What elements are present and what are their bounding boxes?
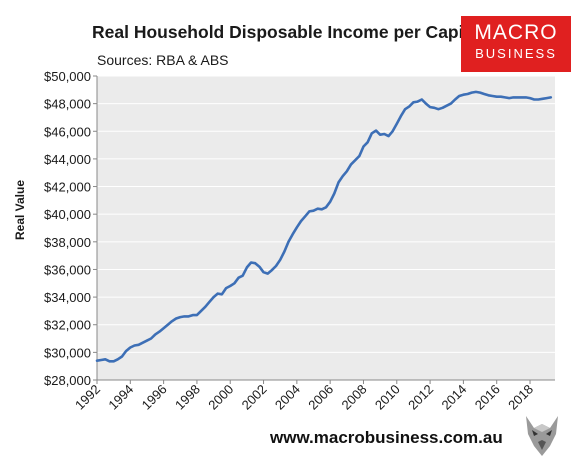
- x-tick-label: 1994: [105, 382, 136, 413]
- x-tick-label: 2018: [505, 382, 536, 413]
- x-tick-label: 1996: [139, 382, 170, 413]
- x-tick-label: 2004: [272, 382, 303, 413]
- axes: [96, 76, 555, 381]
- y-tick-label: $34,000: [44, 290, 91, 305]
- y-axis-label: Real Value: [13, 179, 27, 241]
- y-axis-label-wrap: Real Value: [10, 150, 30, 270]
- x-tick-label: 2016: [472, 382, 503, 413]
- series-line: [95, 90, 553, 363]
- y-tick-label: $48,000: [44, 97, 91, 112]
- x-tick-label: 2006: [305, 382, 336, 413]
- y-tick-label: $50,000: [44, 69, 91, 84]
- y-tick-label: $40,000: [44, 207, 91, 222]
- x-tick-label: 1998: [172, 382, 203, 413]
- y-tick-label: $32,000: [44, 318, 91, 333]
- x-tick-label: 2010: [372, 382, 403, 413]
- x-tick-label: 2000: [205, 382, 236, 413]
- footer-url: www.macrobusiness.com.au: [270, 428, 503, 447]
- gridlines: [97, 75, 555, 353]
- logo-line-1: MACRO: [474, 21, 558, 44]
- y-tick-label: $38,000: [44, 235, 91, 250]
- y-tick-label: $42,000: [44, 180, 91, 195]
- y-tick-label: $36,000: [44, 262, 91, 277]
- y-tick-labels: $28,000 $30,000 $32,000 $34,000 $36,000 $38,0…: [44, 69, 97, 388]
- x-tick-label: 2012: [405, 382, 436, 413]
- plot-area: [97, 76, 555, 380]
- x-tick-label: 2002: [239, 382, 270, 413]
- macrobusiness-logo: MACRO BUSINESS: [461, 16, 571, 72]
- series-group: [95, 90, 553, 363]
- x-tick-label: 2014: [438, 382, 469, 413]
- wolf-icon: [526, 416, 558, 456]
- chart-title: Real Household Disposable Income per Cap…: [92, 22, 480, 42]
- logo-line-2: BUSINESS: [475, 46, 557, 61]
- chart-subtitle: Sources: RBA & ABS: [97, 52, 229, 68]
- y-tick-label: $44,000: [44, 152, 91, 167]
- y-tick-label: $46,000: [44, 124, 91, 139]
- x-tick-label: 2008: [339, 382, 370, 413]
- y-tick-label: $30,000: [44, 345, 91, 360]
- x-tick-labels: 1992 1994 1996 1998 2000 2002 2004 2006 2008 2010…: [72, 380, 536, 413]
- y-tick-label: $28,000: [44, 373, 91, 388]
